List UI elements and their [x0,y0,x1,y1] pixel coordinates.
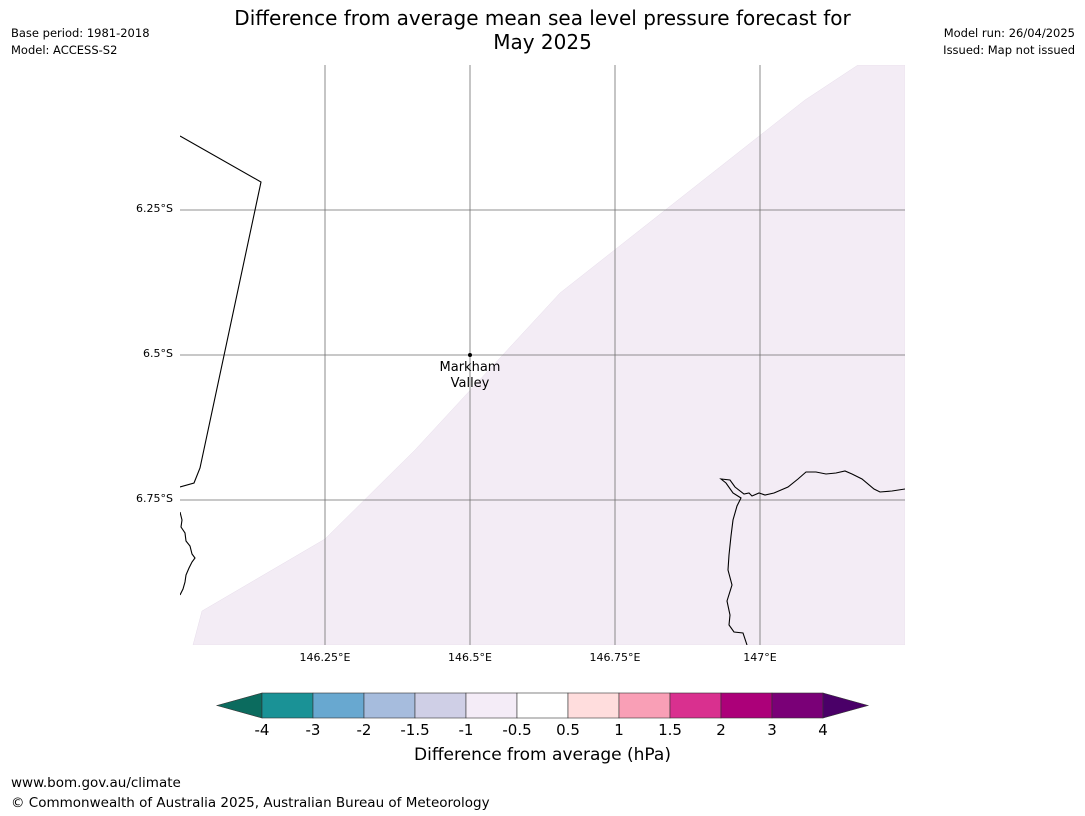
coastlines [180,135,905,645]
colorbar-tick: -2 [356,721,372,739]
colorbar-title: Difference from average (hPa) [414,745,671,765]
lon-label: 146.75°E [589,651,641,664]
colorbar-bin [669,692,722,719]
map-area[interactable] [180,65,905,645]
issued-status: Issued: Map not issued [943,43,1075,57]
graticule [180,65,905,645]
colorbar-bin [618,692,671,719]
colorbar-tick: -4 [254,721,270,739]
lon-label: 146.25°E [299,651,351,664]
colorbar-over-arrow [822,692,870,719]
coastline-west [180,511,196,596]
colorbar-bin [516,692,569,719]
colorbar-tick: 3 [767,721,777,739]
location-dot-icon[interactable] [468,353,472,357]
meta-left: Base period: 1981-2018 Model: ACCESS-S2 [11,25,150,59]
colorbar-tick: 4 [818,721,828,739]
place-label: Markham Valley [439,360,501,391]
footer-copyright: © Commonwealth of Australia 2025, Austra… [11,795,490,811]
colorbar [215,692,870,719]
colorbar-tick: 0.5 [556,721,580,739]
colorbar-tick: 2 [716,721,726,739]
colorbar-bin [261,692,314,719]
lat-label: 6.5°S [143,347,173,360]
map-title: Difference from average mean sea level p… [234,6,851,54]
colorbar-bin [720,692,773,719]
colorbar-bin [771,692,824,719]
colorbar-under-arrow [215,692,263,719]
colorbar-bin [567,692,620,719]
lat-label: 6.25°S [136,202,173,215]
coastline-east [719,470,905,645]
boundary-line [180,135,262,488]
model-name: Model: ACCESS-S2 [11,43,118,57]
colorbar-tick: 1 [614,721,624,739]
colorbar-tick: -0.5 [502,721,532,739]
footer-url: www.bom.gov.au/climate [11,775,181,791]
meta-right: Model run: 26/04/2025 Issued: Map not is… [943,25,1075,59]
lon-label: 147°E [743,651,777,664]
colorbar-bin [465,692,518,719]
base-period: Base period: 1981-2018 [11,26,150,40]
lat-label: 6.75°S [136,492,173,505]
colorbar-bin [414,692,467,719]
model-run: Model run: 26/04/2025 [943,26,1075,40]
colorbar-tick: -1 [458,721,474,739]
colorbar-tick: -1.5 [400,721,430,739]
colorbar-bin [312,692,365,719]
colorbar-tick: -3 [305,721,321,739]
colorbar-bin [363,692,416,719]
lon-label: 146.5°E [448,651,492,664]
colorbar-tick: 1.5 [658,721,682,739]
colorbar-bins [215,692,870,719]
